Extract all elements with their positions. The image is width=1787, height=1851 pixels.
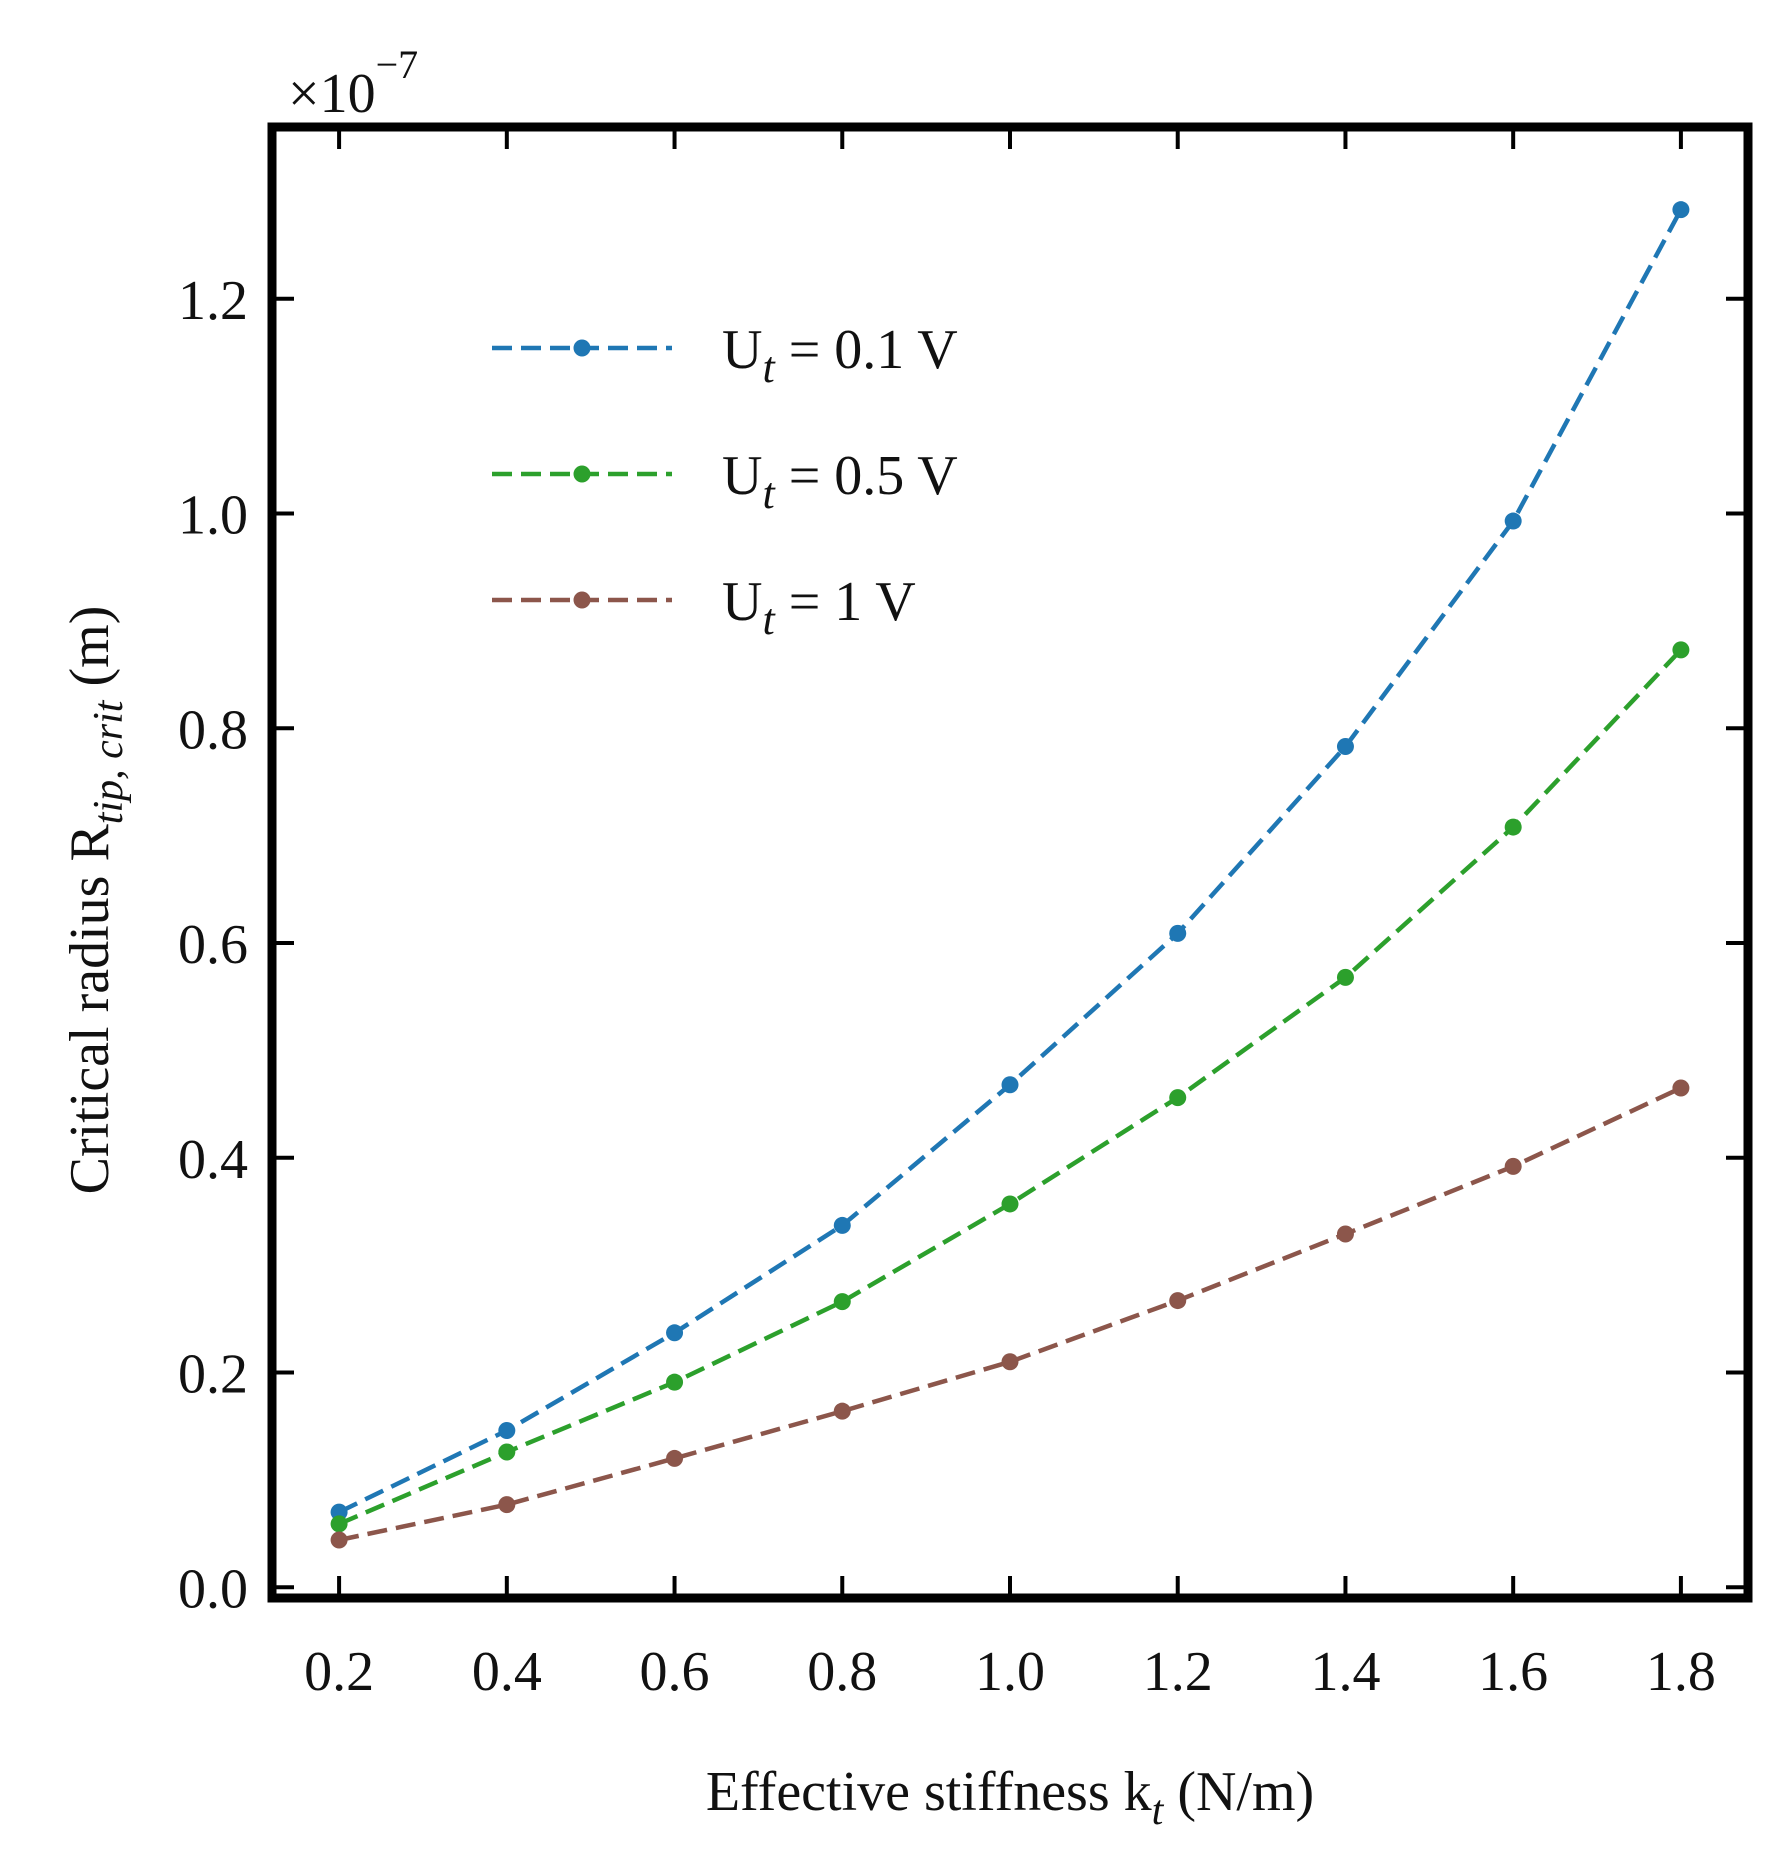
data-point [1672,1079,1690,1097]
data-point [1169,1089,1187,1107]
data-point [666,1373,684,1391]
data-point [833,1216,851,1234]
data-point [330,1531,348,1549]
y-tick-label: 0.0 [178,1558,248,1620]
data-point [1336,738,1354,756]
y-axis-label-subscript: tip, crit [86,699,132,824]
x-tick-label: 1.2 [1143,1641,1213,1703]
data-point [1001,1195,1019,1213]
data-point [498,1496,516,1514]
data-point [330,1503,348,1521]
series-line-3 [338,1085,1682,1543]
data-point [330,1515,348,1533]
data-point [833,1293,851,1311]
y-tick-label: 1.0 [178,485,248,547]
plot-area: 0.2 0.4 0.6 0.8 1.0 1.2 1.4 1.6 1.8 0.0 0.2 0.4 0.6 0… [178,122,1753,1703]
y-tick-label: 0.6 [178,914,248,976]
x-axis-label: Effective stiffness kt (N/m) [706,1761,1314,1834]
x-tick-label: 0.4 [472,1641,542,1703]
data-point [1336,968,1354,986]
y-tick-label: 0.4 [178,1129,248,1191]
y-axis-label: Critical radius Rtip, crit (m) [59,606,132,1195]
data-point [833,1402,851,1420]
data-point [666,1324,684,1342]
x-tick-label: 1.4 [1310,1641,1380,1703]
legend-label: Ut = 0.1 V [722,319,958,392]
legend-label: Ut = 1 V [722,571,916,644]
data-point [1672,641,1690,659]
x-tick-label: 1.0 [975,1641,1045,1703]
x-tick-label: 0.6 [640,1641,710,1703]
data-point [1504,818,1522,836]
data-point [1504,512,1522,530]
legend: Ut = 0.1 V Ut = 0.5 V Ut = 1 V [492,319,958,644]
x-tick-label: 1.6 [1478,1641,1548,1703]
y-tick-label: 1.2 [178,270,248,332]
legend-marker [573,591,591,609]
data-point [1001,1353,1019,1371]
x-axis-label-subscript: t [1152,1788,1165,1834]
y-tick-label: 0.2 [178,1344,248,1406]
data-point [1672,201,1690,219]
data-point [1336,1225,1354,1243]
y-tick-label: 0.8 [178,699,248,761]
data-point [1169,1292,1187,1310]
y-offset-exponent: −7 [376,42,419,87]
x-tick-label: 1.8 [1646,1641,1716,1703]
legend-marker [573,339,591,357]
data-point [1001,1076,1019,1094]
data-point [498,1443,516,1461]
plot-frame [267,122,1753,1603]
series-line-1 [338,208,1683,1515]
data-point [1504,1157,1522,1175]
data-point [498,1421,516,1439]
data-point [666,1449,684,1467]
data-point [1169,924,1187,942]
x-tick-label: 0.8 [807,1641,877,1703]
y-offset-text: ×10−7 [288,42,418,125]
legend-label: Ut = 0.5 V [722,445,958,518]
x-tick-label: 0.2 [304,1641,374,1703]
legend-marker [573,465,591,483]
